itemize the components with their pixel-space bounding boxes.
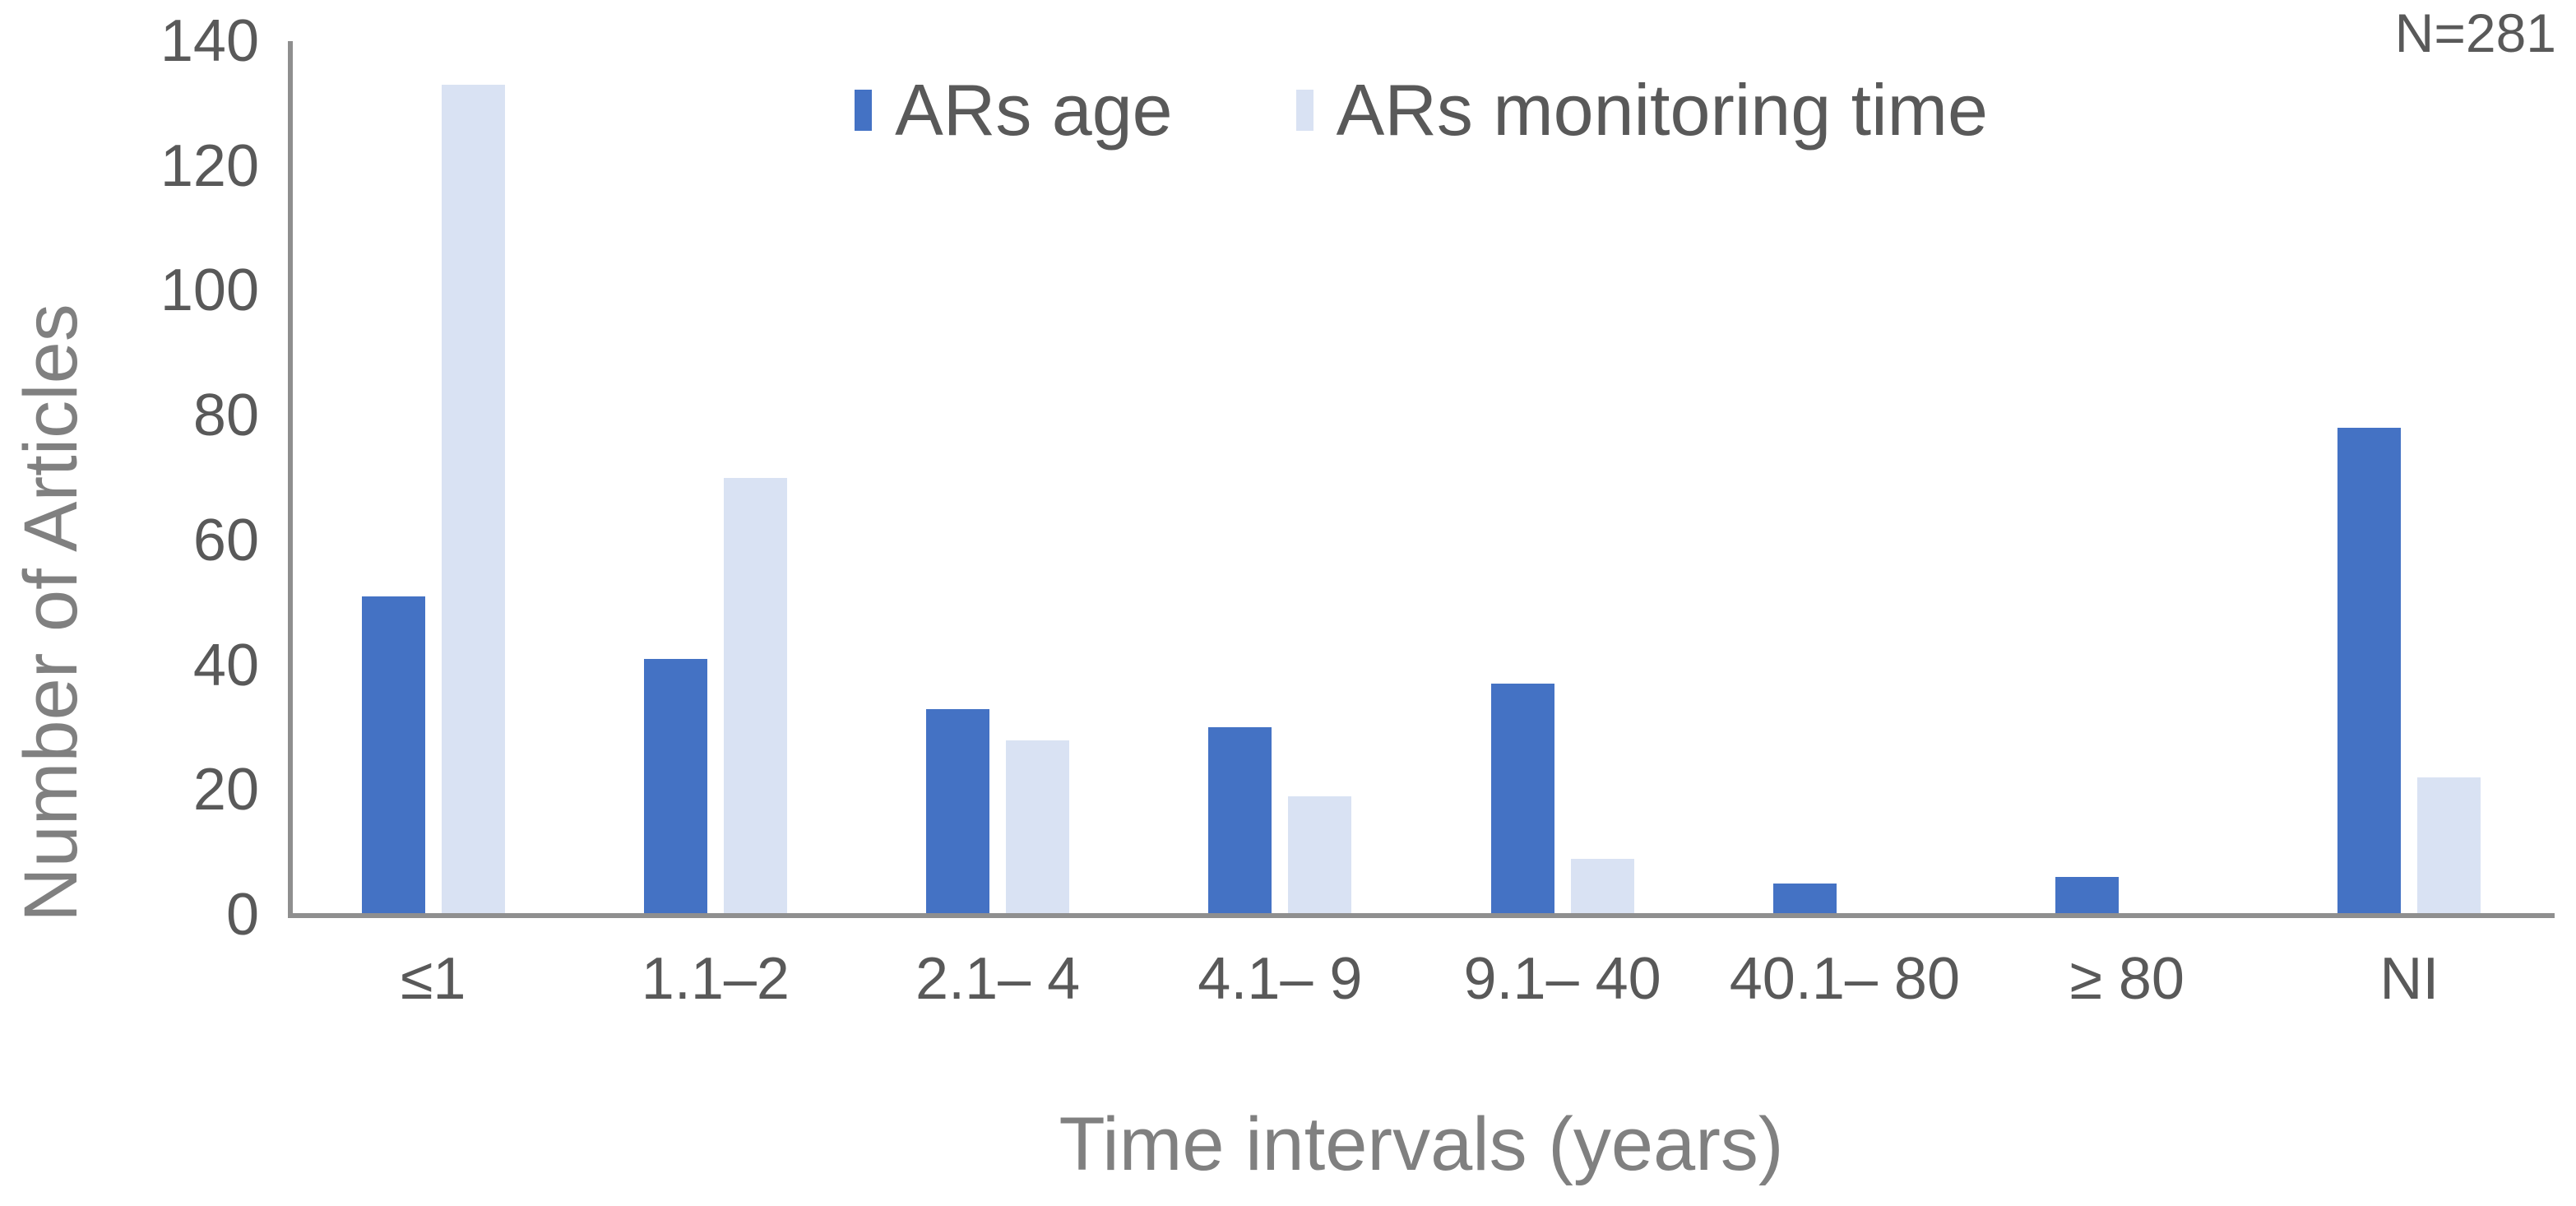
y-tick-label-120: 120 xyxy=(160,132,259,199)
bar-ars-age-3 xyxy=(1208,727,1272,915)
x-tick-label-5: 40.1– 80 xyxy=(1729,946,1960,1012)
y-tick-label-20: 20 xyxy=(192,757,259,823)
x-tick-label-7: NI xyxy=(2379,946,2439,1012)
x-tick-label-4: 9.1– 40 xyxy=(1463,946,1661,1012)
bar-ars-age-0 xyxy=(361,596,425,915)
bar-ars-monitoring-time-7 xyxy=(2417,777,2481,915)
bar-ars-monitoring-time-2 xyxy=(1006,740,1070,915)
legend-marker-ars-age-icon xyxy=(855,90,873,131)
legend-entry-ars-age: ARs age xyxy=(855,69,1173,151)
bar-ars-age-2 xyxy=(926,708,990,915)
bar-ars-age-4 xyxy=(1490,684,1554,915)
bar-ars-age-7 xyxy=(2337,428,2402,915)
legend-marker-ars-monitoring-time-icon xyxy=(1295,90,1313,131)
bar-ars-age-1 xyxy=(643,658,707,915)
x-tick-label-0: ≤1 xyxy=(400,946,466,1012)
x-axis-title: Time intervals (years) xyxy=(1059,1102,1784,1186)
x-tick-label-3: 4.1– 9 xyxy=(1198,946,1363,1012)
x-axis-line xyxy=(288,913,2555,918)
legend-entry-ars-monitoring-time: ARs monitoring time xyxy=(1295,69,1988,151)
bar-ars-monitoring-time-3 xyxy=(1288,795,1352,915)
legend: ARs age ARs monitoring time xyxy=(292,64,2551,156)
y-tick-label-80: 80 xyxy=(192,383,259,449)
y-tick-label-0: 0 xyxy=(225,882,259,948)
bar-ars-monitoring-time-0 xyxy=(441,85,505,915)
legend-label-ars-monitoring-time: ARs monitoring time xyxy=(1336,69,1988,151)
bar-ars-age-6 xyxy=(2055,877,2120,915)
x-tick-label-6: ≥ 80 xyxy=(2069,946,2185,1012)
x-tick-label-1: 1.1–2 xyxy=(641,946,790,1012)
bar-ars-monitoring-time-4 xyxy=(1570,858,1634,915)
y-axis-line xyxy=(288,41,293,918)
sample-size-annotation: N=281 xyxy=(2394,2,2556,63)
legend-label-ars-age: ARs age xyxy=(895,69,1173,151)
x-tick-label-2: 2.1– 4 xyxy=(915,946,1081,1012)
y-tick-label-140: 140 xyxy=(160,8,259,74)
y-tick-label-40: 40 xyxy=(192,632,259,698)
y-tick-label-60: 60 xyxy=(192,507,259,573)
bar-ars-age-5 xyxy=(1772,884,1837,915)
bar-ars-monitoring-time-1 xyxy=(723,478,787,915)
y-tick-label-100: 100 xyxy=(160,257,259,324)
